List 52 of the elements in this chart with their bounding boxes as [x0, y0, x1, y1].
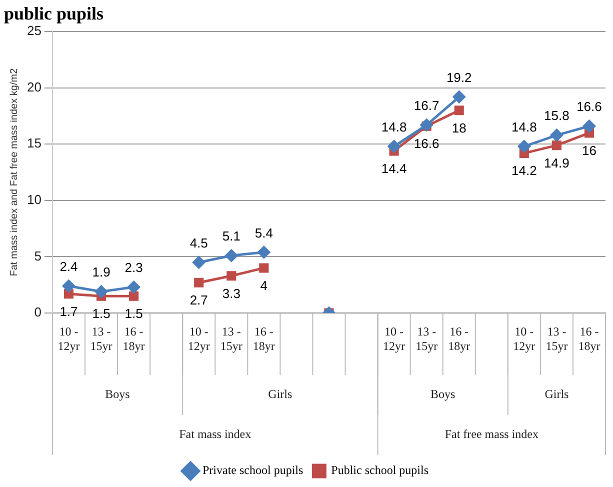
x-tick-label: 13 - 15yr [90, 324, 112, 353]
data-label: 14.8 [512, 119, 537, 134]
data-label: 14.2 [512, 163, 537, 178]
data-label: 16.6 [576, 99, 602, 114]
data-label: 5.4 [254, 225, 273, 240]
data-label: 15.8 [544, 108, 570, 124]
data-label: 1.5 [92, 306, 110, 322]
legend-label: Public school pupils [331, 463, 429, 478]
data-label: 1.5 [124, 306, 143, 322]
data-label: 14.8 [381, 119, 407, 134]
data-label: 2.3 [124, 260, 143, 276]
text: Girls [268, 387, 293, 402]
x-tick-label: 10 - 12yr [58, 324, 80, 353]
y-tick-label: 20 [26, 79, 42, 94]
text: Boys [105, 387, 130, 402]
data-label: 4.5 [190, 235, 208, 250]
text: Boys [430, 387, 456, 402]
y-axis-title: Fat mass index and Fat free mass index kg/m2 [8, 68, 20, 276]
data-label: 14.9 [544, 155, 570, 170]
chart-title: public pupils [4, 3, 104, 24]
x-tick-label: 13 - 15yr [546, 324, 568, 353]
x-tick-label: 16 - 18yr [252, 324, 275, 353]
data-label: 1.7 [60, 304, 78, 319]
y-tick-label: 25 [26, 23, 42, 38]
y-tick-label: 5 [34, 248, 42, 264]
x-tick-label: 10 - 12yr [188, 324, 210, 353]
text: Fat free mass index [444, 427, 538, 442]
x-tick-label: 13 - 15yr [416, 324, 438, 353]
data-label: 1.9 [92, 264, 110, 280]
data-label: 16.6 [414, 136, 440, 152]
data-label: 18 [452, 120, 466, 136]
data-label: 2.7 [190, 292, 208, 308]
data-label: 14.4 [381, 160, 407, 176]
y-tick-label: 10 [26, 192, 42, 208]
data-label: 4 [260, 278, 268, 294]
y-tick-label: 0 [34, 304, 42, 320]
x-tick-label: 16 - 18yr [578, 324, 600, 353]
y-tick-label: 15 [26, 136, 42, 151]
data-label: 2.4 [60, 259, 78, 274]
data-label: 16 [582, 142, 596, 158]
text: Fat mass index [179, 427, 252, 442]
text: Girls [544, 387, 570, 402]
data-label: 3.3 [222, 286, 240, 301]
x-tick-label: 16 - 18yr [122, 324, 145, 353]
data-label: 16.7 [414, 98, 440, 114]
data-label: 5.1 [222, 228, 240, 244]
x-tick-label: 16 - 18yr [448, 324, 470, 353]
x-tick-label: 10 - 12yr [513, 324, 536, 353]
x-tick-label: 10 - 12yr [383, 324, 406, 353]
legend-label: Private school pupils [202, 463, 304, 478]
data-label: 19.2 [446, 70, 472, 85]
x-tick-label: 13 - 15yr [220, 324, 242, 353]
